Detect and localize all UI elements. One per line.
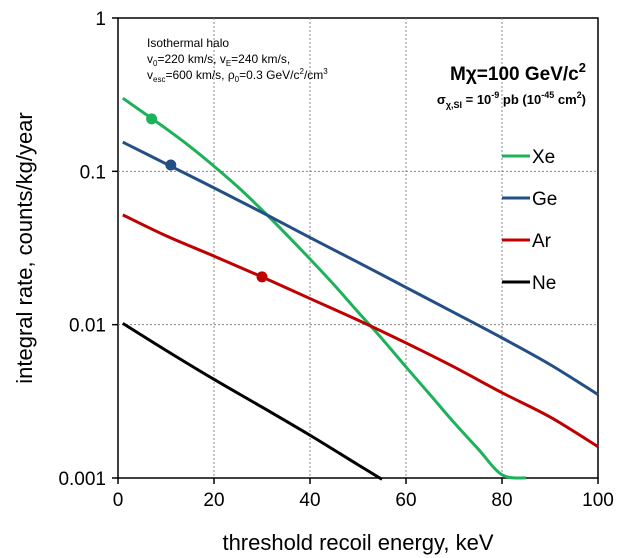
x-tick-label: 100 xyxy=(582,490,614,511)
legend-label-xe: Xe xyxy=(532,147,555,168)
x-tick-label: 60 xyxy=(395,490,416,511)
x-tick-label: 0 xyxy=(113,490,124,511)
cross-section-label: σχ,SI = 10-9 pb (10-45 cm2) xyxy=(437,90,586,110)
x-tick-label: 40 xyxy=(299,490,320,511)
x-tick-label: 80 xyxy=(491,490,512,511)
y-tick-label: 0.1 xyxy=(80,162,106,183)
wimp-mass-label: Mχ=100 GeV/c2 xyxy=(450,60,586,85)
plot-area xyxy=(117,17,599,479)
legend-label-ge: Ge xyxy=(532,189,557,210)
series-lines xyxy=(121,96,599,481)
axis-ticks xyxy=(112,17,599,484)
x-tick-labels: 0 20 40 60 80 100 xyxy=(113,490,614,511)
y-tick-label: 1 xyxy=(95,9,106,30)
marker-ar xyxy=(256,271,268,283)
y-tick-label: 0.001 xyxy=(58,469,106,490)
legend-label-ne: Ne xyxy=(532,273,556,294)
marker-ge xyxy=(165,159,177,171)
x-axis-label: threshold recoil energy, keV xyxy=(222,530,493,555)
legend-label-ar: Ar xyxy=(532,231,552,252)
halo-line-2: vesc=600 km/s, ρ0=0.3 GeV/c2/cm3 xyxy=(147,67,328,84)
y-axis-label: integral rate, counts/kg/year xyxy=(12,112,37,383)
halo-title: Isothermal halo xyxy=(147,36,229,50)
series-markers xyxy=(146,113,268,283)
series-line-ar xyxy=(122,213,599,448)
series-line-ne xyxy=(122,322,383,481)
series-line-ge xyxy=(122,140,599,396)
marker-xe xyxy=(146,113,158,125)
series-line-xe xyxy=(121,96,527,480)
grid xyxy=(118,18,598,478)
y-tick-labels: 0.001 0.01 0.1 1 xyxy=(58,9,106,490)
y-tick-label: 0.01 xyxy=(69,316,106,337)
halo-line-1: v0=220 km/s, vE=240 km/s, xyxy=(147,52,290,68)
x-tick-label: 20 xyxy=(203,490,224,511)
legend: Xe Ge Ar Ne xyxy=(502,147,557,294)
